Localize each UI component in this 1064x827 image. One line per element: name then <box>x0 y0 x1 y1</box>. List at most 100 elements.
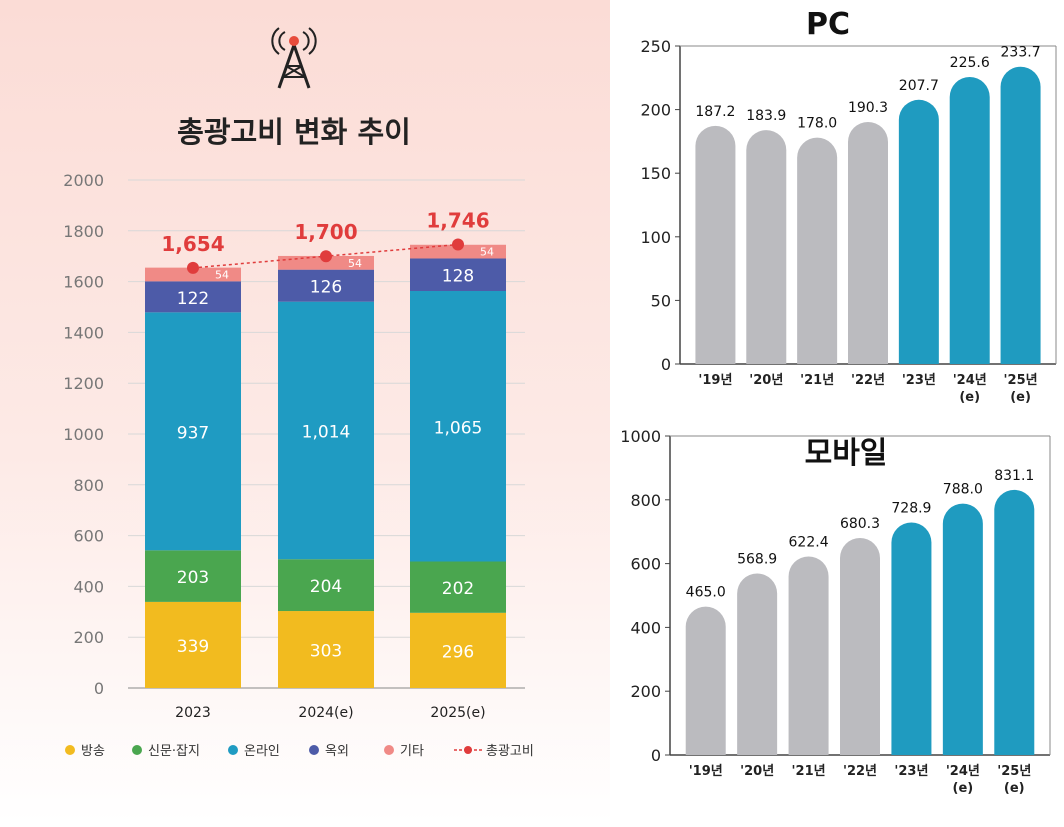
bar-value-label: 339 <box>177 637 209 657</box>
bar-value-label: 788.0 <box>943 482 983 498</box>
chart-title: 총광고비 변화 추이 <box>177 115 411 149</box>
bar-segment-outdoor <box>278 269 374 302</box>
bar-value-label: 465.0 <box>686 585 726 601</box>
x-tick-label: (e) <box>953 781 974 796</box>
x-tick-label: '22년 <box>851 373 885 388</box>
bar <box>685 606 726 755</box>
bar-value-label: 728.9 <box>891 500 931 516</box>
bar-segment-online <box>145 312 241 551</box>
bar-value-label: 190.3 <box>848 100 888 116</box>
legend-swatch-print <box>132 745 142 755</box>
y-tick-label: 200 <box>640 101 671 120</box>
x-tick-label: '23년 <box>902 373 936 388</box>
stacked-bar-chart: 총광고비 변화 추이 0 200 400 600 800 1000 1200 1400 1600… <box>63 27 534 759</box>
y-tick-label: 0 <box>651 746 661 765</box>
x-tick-label: (e) <box>1010 390 1031 405</box>
y-tick-label: 1200 <box>63 374 104 393</box>
bar-segment-print <box>410 561 506 613</box>
x-tick-label: '20년 <box>740 764 774 779</box>
bar-value-label: 187.2 <box>695 104 735 120</box>
total-value-label: 1,654 <box>161 232 224 256</box>
legend-label: 기타 <box>400 744 424 759</box>
bar <box>898 99 939 364</box>
pc-bar-chart: PC 0 50 100 150 200 250 187.2 '19년 183.9 '20년 178… <box>640 7 1057 405</box>
bar <box>695 125 736 364</box>
bar-value-label: 303 <box>310 642 342 662</box>
y-tick-label: 1000 <box>620 427 661 446</box>
bar <box>797 137 838 364</box>
x-tick-label: '24년 <box>953 373 987 388</box>
bar-value-label: 680.3 <box>840 516 880 532</box>
y-tick-label: 200 <box>73 628 104 647</box>
bar <box>848 121 888 364</box>
mobile-bar-chart: 모바일 0 200 400 600 800 1000 465.0 '19년 568.9 '20년… <box>620 427 1051 796</box>
y-tick-label: 1400 <box>63 323 104 342</box>
bar-value-label: 183.9 <box>746 108 786 124</box>
bar-segment-print <box>145 550 241 602</box>
bar <box>994 489 1035 755</box>
bar-segment-outdoor <box>145 281 241 313</box>
bar <box>891 522 932 755</box>
bar <box>788 556 829 755</box>
y-tick-label: 2000 <box>63 171 104 190</box>
y-tick-label: 0 <box>94 679 104 698</box>
x-tick-label: '23년 <box>894 764 928 779</box>
bar-value-label: 1,065 <box>434 418 483 438</box>
bar-segment-online <box>278 301 374 560</box>
y-tick-label: 600 <box>630 555 661 574</box>
x-tick-label: '21년 <box>792 764 826 779</box>
bar-value-label: 622.4 <box>789 534 829 550</box>
legend-swatch-total-dot <box>464 746 472 754</box>
bar-segment-other <box>145 267 241 282</box>
y-tick-label: 400 <box>630 618 661 637</box>
bar-value-label: 207.7 <box>899 78 939 94</box>
x-tick-label: (e) <box>959 390 980 405</box>
y-tick-label: 1600 <box>63 273 104 292</box>
bar-value-label: 225.6 <box>950 55 990 71</box>
total-value-label: 1,746 <box>426 209 489 233</box>
total-value-label: 1,700 <box>294 220 357 244</box>
bar-value-label: 1,014 <box>302 422 351 442</box>
y-tick-label: 50 <box>651 291 671 310</box>
y-tick-label: 800 <box>73 476 104 495</box>
x-tick-label: '19년 <box>689 764 723 779</box>
bar-value-label: 54 <box>348 257 362 270</box>
x-tick-label: 2024(e) <box>298 705 353 721</box>
legend-label: 신문·잡지 <box>148 744 200 759</box>
legend-label: 옥외 <box>325 744 349 759</box>
bar-value-label: 204 <box>310 577 342 597</box>
bar-value-label: 831.1 <box>994 468 1034 484</box>
y-tick-label: 1800 <box>63 222 104 241</box>
y-tick-label: 800 <box>630 491 661 510</box>
x-tick-label: '22년 <box>843 764 877 779</box>
legend-swatch-outdoor <box>309 745 319 755</box>
bar-value-label: 568.9 <box>737 552 777 568</box>
x-tick-label: '25년 <box>1004 373 1038 388</box>
y-tick-label: 150 <box>640 164 671 183</box>
bar-value-label: 937 <box>177 423 209 443</box>
legend-swatch-broadcast <box>65 745 75 755</box>
bar-segment-outdoor <box>410 258 506 291</box>
x-tick-label: '24년 <box>946 764 980 779</box>
legend-label: 총광고비 <box>486 744 534 759</box>
x-tick-label: '21년 <box>800 373 834 388</box>
bar-segment-print <box>278 559 374 612</box>
bar <box>1000 66 1041 365</box>
y-tick-label: 1000 <box>63 425 104 444</box>
legend-label: 온라인 <box>244 744 280 759</box>
bar-value-label: 178.0 <box>797 116 837 132</box>
total-point <box>452 238 464 251</box>
bar-value-label: 128 <box>442 267 474 287</box>
x-tick-label: (e) <box>1004 781 1025 796</box>
x-tick-label: 2023 <box>175 705 211 721</box>
legend-swatch-online <box>228 745 238 755</box>
y-tick-label: 600 <box>73 527 104 546</box>
x-tick-label: '19년 <box>698 373 732 388</box>
total-point <box>187 261 199 274</box>
x-tick-label: '25년 <box>997 764 1031 779</box>
mobile-chart-title: 모바일 <box>805 436 888 471</box>
bar <box>737 573 778 755</box>
bar <box>840 537 880 755</box>
pc-chart-title: PC <box>806 7 850 42</box>
bar-segment-broadcast <box>278 611 374 688</box>
